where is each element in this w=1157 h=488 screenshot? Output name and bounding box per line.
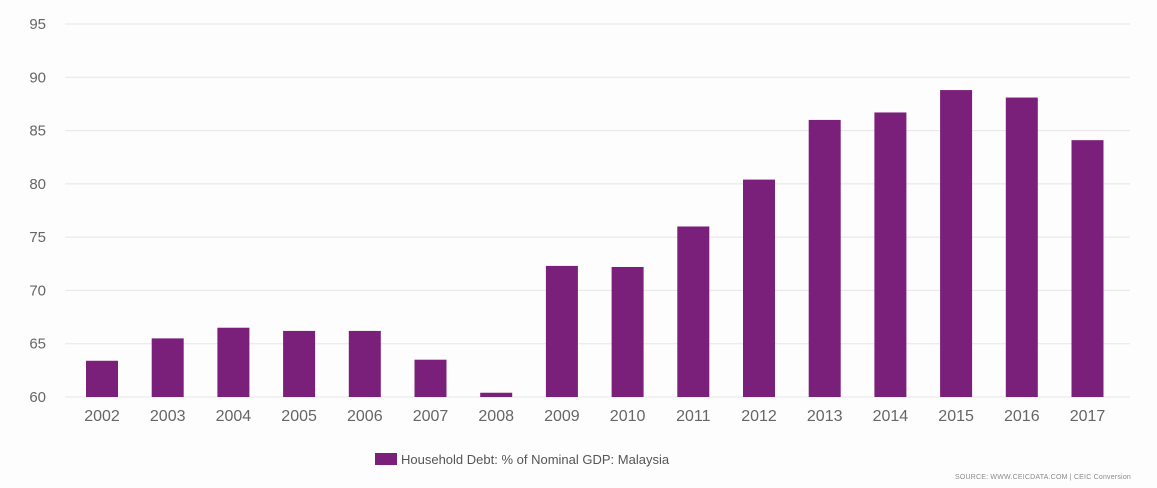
bar-2013 xyxy=(808,119,841,398)
x-tick-label: 2015 xyxy=(938,408,974,425)
bar-2003 xyxy=(151,338,184,397)
x-tick-label: 2010 xyxy=(610,408,646,425)
y-tick-label: 65 xyxy=(29,336,46,353)
y-tick-label: 95 xyxy=(29,16,46,33)
y-axis: 60 65 70 75 80 85 90 95 xyxy=(29,16,46,406)
x-tick-label: 2013 xyxy=(807,408,843,425)
x-tick-label: 2016 xyxy=(1004,408,1040,425)
bar-2014 xyxy=(874,112,907,397)
x-tick-label: 2004 xyxy=(216,408,252,425)
x-tick-label: 2003 xyxy=(150,408,186,425)
x-tick-label: 2006 xyxy=(347,408,383,425)
bar-2007 xyxy=(414,359,447,397)
bar-2015 xyxy=(940,90,973,398)
bar-2017 xyxy=(1071,140,1104,398)
bar-2010 xyxy=(611,266,644,397)
source-note: SOURCE: WWW.CEICDATA.COM | CEIC Conversi… xyxy=(954,474,1131,481)
y-tick-label: 75 xyxy=(29,229,46,246)
bar-2005 xyxy=(283,330,316,397)
bar-2006 xyxy=(348,330,381,397)
x-tick-label: 2005 xyxy=(281,408,317,425)
x-tick-label: 2014 xyxy=(873,408,909,425)
x-tick-label: 2007 xyxy=(413,408,449,425)
bar-2004 xyxy=(217,327,250,397)
y-tick-label: 90 xyxy=(29,69,46,86)
x-tick-label: 2012 xyxy=(741,408,777,425)
legend: Household Debt: % of Nominal GDP: Malays… xyxy=(375,450,669,468)
bar-2011 xyxy=(677,226,710,397)
legend-swatch xyxy=(375,453,397,465)
x-tick-label: 2009 xyxy=(544,408,580,425)
bar-2009 xyxy=(545,265,578,397)
y-tick-label: 80 xyxy=(29,176,46,193)
bars xyxy=(86,90,1104,398)
x-tick-label: 2002 xyxy=(84,408,120,425)
bar-2012 xyxy=(743,179,775,397)
x-tick-label: 2011 xyxy=(676,408,711,425)
x-axis: 2002 2003 2004 2005 2006 2007 2008 2009 2010 2011… xyxy=(84,408,1105,425)
y-tick-label: 85 xyxy=(29,123,46,140)
y-tick-label: 60 xyxy=(29,389,46,406)
legend-label: Household Debt: % of Nominal GDP: Malays… xyxy=(401,451,670,467)
bar-2008 xyxy=(480,392,513,397)
y-tick-label: 70 xyxy=(29,282,46,299)
bar-2016 xyxy=(1005,97,1038,397)
x-tick-label: 2008 xyxy=(478,408,514,425)
x-tick-label: 2017 xyxy=(1070,408,1106,425)
bar-2002 xyxy=(86,360,118,397)
